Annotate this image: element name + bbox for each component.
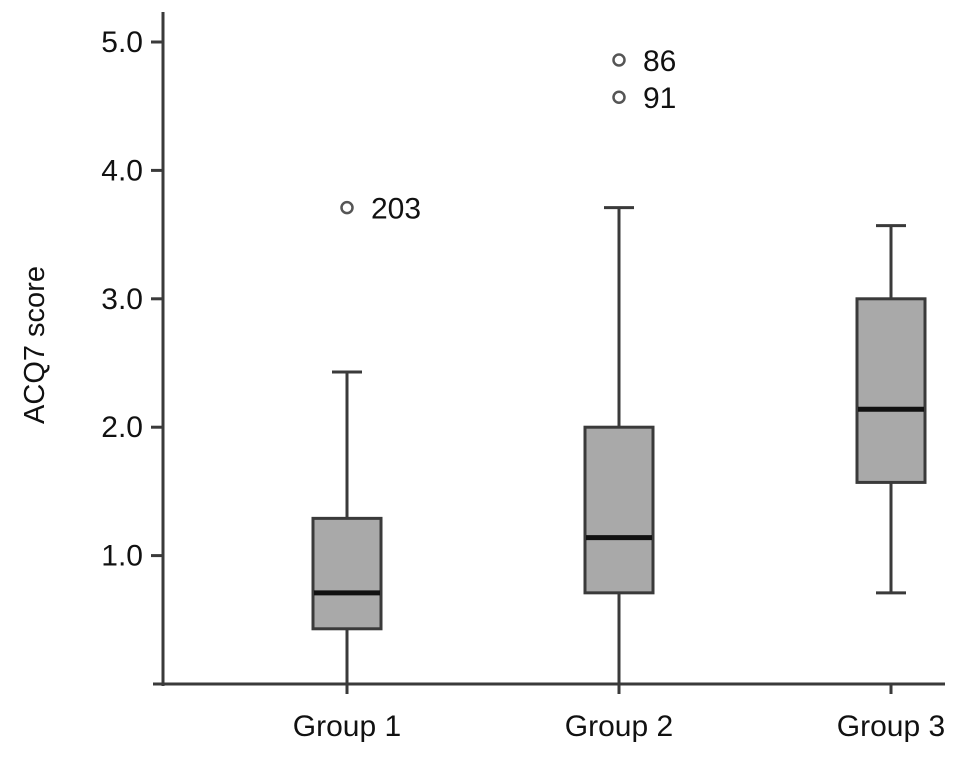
iqr-box	[855, 297, 927, 484]
outlier-point	[340, 200, 354, 215]
outlier-label: 86	[643, 45, 676, 78]
iqr-box	[583, 425, 655, 595]
outlier-point	[612, 53, 626, 67]
box-group-3	[855, 224, 927, 595]
outlier-label: 203	[371, 193, 421, 226]
x-tick-label: Group 3	[837, 710, 945, 743]
y-tick-label: 2.0	[101, 411, 143, 444]
x-tick-label: Group 1	[293, 710, 401, 743]
outlier-label: 91	[643, 82, 676, 115]
box-group-1: 203	[311, 193, 421, 684]
iqr-box	[311, 516, 383, 631]
y-tick-label: 5.0	[101, 26, 143, 59]
y-tick-label: 1.0	[101, 540, 143, 573]
y-tick-label: 4.0	[101, 154, 143, 187]
y-axis-label: ACQ7 score	[19, 266, 51, 424]
outlier-point	[612, 90, 626, 104]
x-tick-label: Group 2	[565, 710, 673, 743]
axis-labels: 1.0 2.0 3.0 4.0 5.0 Group 1 Group 2 Group 3 ACQ7…	[19, 26, 945, 743]
axes	[151, 12, 945, 694]
y-tick-label: 3.0	[101, 283, 143, 316]
